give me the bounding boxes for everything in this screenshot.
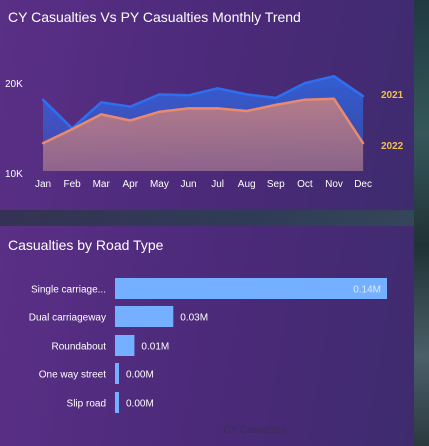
bar-value-label: 0.03M <box>180 313 208 324</box>
bar-value-label: 0.00M <box>126 399 154 410</box>
data-point-2021-Dec <box>361 94 365 98</box>
x-tick-Oct: Oct <box>297 179 313 190</box>
data-point-2021-Oct <box>303 81 307 85</box>
bar-Roundabout[interactable] <box>115 335 135 356</box>
data-point-2022-Oct <box>303 98 307 101</box>
bar-category-label: Slip road <box>67 399 106 410</box>
x-tick-Jun: Jun <box>180 179 196 190</box>
data-point-2021-Jan <box>41 98 45 101</box>
x-tick-Feb: Feb <box>63 179 81 190</box>
trend-chart-title: CY Casualties Vs PY Casualties Monthly T… <box>8 9 301 25</box>
road-type-chart-svg: Single carriage... 0.14M Dual carriageway 0… <box>29 278 387 436</box>
series-label-2022: 2022 <box>381 141 404 152</box>
bar-Dual carriageway[interactable] <box>115 306 174 327</box>
data-point-2022-Feb <box>70 128 74 131</box>
data-point-2021-Jun <box>187 94 190 97</box>
data-point-2022-Nov <box>332 97 336 100</box>
background-map-strip <box>414 0 429 446</box>
x-tick-Sep: Sep <box>267 179 285 190</box>
y-tick-10K: 10K <box>5 169 23 180</box>
x-tick-Aug: Aug <box>238 179 256 190</box>
series-line-2021 <box>42 74 364 130</box>
data-point-2021-Jul <box>216 87 219 90</box>
monthly-trend-panel: CY Casualties Vs PY Casualties Monthly T… <box>0 0 414 210</box>
x-tick-Nov: Nov <box>325 179 343 190</box>
data-point-2022-Aug <box>245 109 248 113</box>
x-axis-title: CY Casualties <box>223 425 286 436</box>
data-point-2021-Nov <box>332 74 336 78</box>
y-tick-20K: 20K <box>5 79 23 90</box>
bar-Single carriage...[interactable] <box>115 278 387 299</box>
bar-category-label: Dual carriageway <box>29 313 106 324</box>
road-type-panel: Casualties by Road Type Single carriage.… <box>0 226 414 446</box>
x-tick-Jul: Jul <box>211 179 224 190</box>
bar-Slip road[interactable] <box>115 392 119 413</box>
series-label-2021: 2021 <box>381 90 404 101</box>
data-point-2021-Aug <box>245 93 248 96</box>
data-point-2022-Dec <box>361 141 365 145</box>
bar-category-label: Roundabout <box>52 342 107 353</box>
bar-value-label: 0.14M <box>353 285 381 296</box>
bar-category-label: One way street <box>39 370 106 381</box>
road-type-chart-title: Casualties by Road Type <box>8 237 164 253</box>
bar-value-label: 0.01M <box>141 342 169 353</box>
data-point-2021-Apr <box>129 105 132 108</box>
series-line-2022 <box>42 97 365 145</box>
x-tick-Jan: Jan <box>35 179 51 190</box>
data-point-2021-Sep <box>274 96 277 100</box>
data-point-2021-Mar <box>100 101 103 104</box>
data-point-2021-May <box>158 93 161 96</box>
data-point-2022-Apr <box>129 119 132 122</box>
trend-chart-svg: 2021 2022 Jan Feb Mar Apr May Jun Jul Aug Sep Oct No… <box>5 74 404 190</box>
data-point-2022-Jul <box>216 107 219 110</box>
bar-category-label: Single carriage... <box>31 285 106 296</box>
data-point-2022-May <box>158 110 161 114</box>
data-point-2022-Jan <box>41 141 45 145</box>
bar-One way street[interactable] <box>115 363 119 384</box>
x-tick-Dec: Dec <box>354 179 372 190</box>
area-fill-2022 <box>43 98 364 171</box>
bar-value-label: 0.00M <box>126 370 154 381</box>
x-tick-May: May <box>150 179 169 190</box>
x-tick-Apr: Apr <box>123 179 139 190</box>
data-point-2022-Mar <box>100 113 103 116</box>
data-point-2022-Sep <box>274 103 277 107</box>
data-point-2022-Jun <box>187 107 190 110</box>
x-tick-Mar: Mar <box>93 179 111 190</box>
